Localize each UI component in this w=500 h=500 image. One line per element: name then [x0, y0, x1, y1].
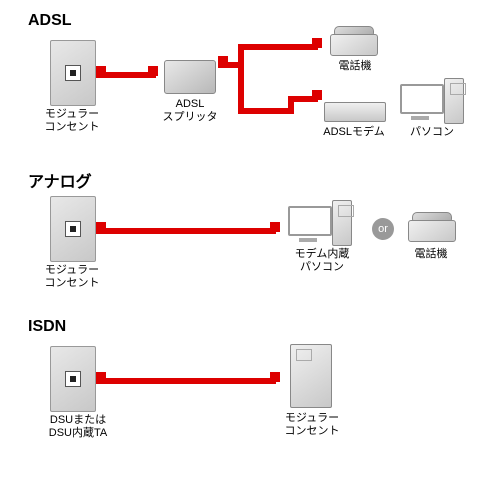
monitor-screen: [288, 206, 332, 236]
cable-plug: [312, 38, 322, 48]
analog-phone: [408, 212, 454, 242]
isdn-outlet: [50, 346, 96, 412]
cable-plug: [270, 222, 280, 232]
adsl-splitter: [164, 60, 216, 94]
analog-phone-label: 電話機: [406, 248, 456, 261]
analog-outlet: [50, 196, 96, 262]
monitor-stand: [299, 238, 317, 242]
analog-outlet-label: モジュラー コンセント: [30, 264, 114, 290]
adsl-outlet: [50, 40, 96, 106]
phone-body: [408, 220, 456, 242]
adsl-modem-label: ADSLモデム: [314, 126, 394, 139]
adsl-pc-tower: [444, 78, 464, 124]
or-badge: or: [372, 218, 394, 240]
isdn-title: ISDN: [28, 318, 66, 336]
cable-segment: [238, 44, 244, 114]
isdn-device: [290, 344, 332, 408]
cable-plug: [270, 372, 280, 382]
analog-pc-monitor: [288, 206, 328, 240]
phone-body: [330, 34, 378, 56]
adsl-pc-monitor: [400, 84, 440, 118]
adsl-splitter-label: ADSL スプリッタ: [150, 98, 230, 124]
adsl-modem: [324, 102, 386, 122]
cable-segment: [96, 228, 276, 234]
monitor-stand: [411, 116, 429, 120]
cable-segment: [96, 72, 156, 78]
monitor-screen: [400, 84, 444, 114]
analog-title: アナログ: [28, 168, 92, 192]
adsl-title: ADSL: [28, 12, 72, 30]
cable-plug: [148, 66, 158, 76]
outlet-port: [65, 371, 81, 387]
outlet-port: [65, 221, 81, 237]
isdn-device-label: モジュラー コンセント: [272, 412, 352, 438]
outlet-port: [65, 65, 81, 81]
adsl-phone-label: 電話機: [330, 60, 380, 73]
isdn-outlet-label: DSUまたは DSU内蔵TA: [28, 414, 128, 440]
cable-segment: [218, 62, 242, 68]
analog-pc-label: モデム内蔵 パソコン: [282, 248, 362, 274]
adsl-pc-label: パソコン: [400, 126, 464, 139]
adsl-outlet-label: モジュラー コンセント: [30, 108, 114, 134]
cable-segment: [238, 108, 288, 114]
cable-segment: [96, 378, 276, 384]
analog-pc-tower: [332, 200, 352, 246]
adsl-phone: [330, 26, 376, 56]
cable-plug: [312, 90, 322, 100]
cable-segment: [238, 44, 318, 50]
